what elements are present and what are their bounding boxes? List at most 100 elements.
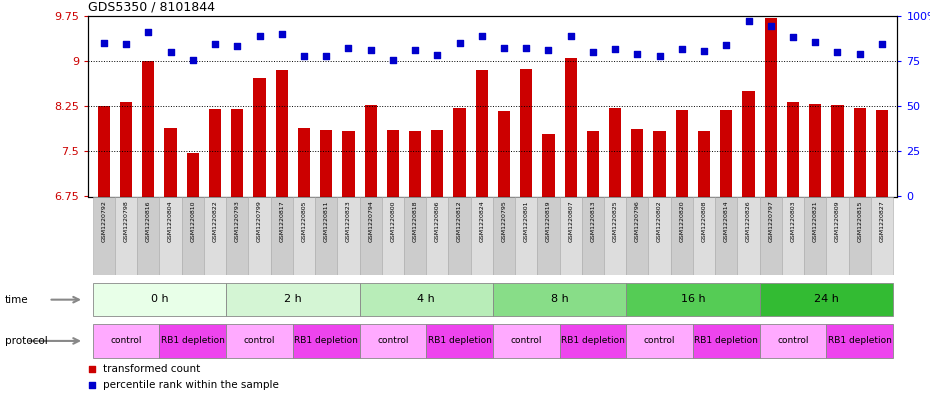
Bar [138,196,159,275]
Bar [320,130,332,196]
Point [252,33,267,39]
Point [297,53,312,59]
Bar [493,196,515,275]
Bar [760,196,782,275]
Bar [93,196,115,275]
Bar [342,131,354,196]
Text: control: control [644,336,675,345]
Bar [493,324,560,358]
Text: GSM1220822: GSM1220822 [213,200,218,242]
Bar [226,283,360,316]
Text: GSM1220803: GSM1220803 [790,200,795,242]
Point [830,50,844,56]
Bar [448,196,471,275]
Point [430,52,445,58]
Bar [498,111,511,196]
Bar [854,108,866,196]
Bar [565,58,577,196]
Text: GSM1220793: GSM1220793 [234,200,240,242]
Bar [338,196,360,275]
Point [808,39,823,45]
Bar [560,324,626,358]
Bar [698,131,711,196]
Bar [426,324,493,358]
Bar [787,102,799,196]
Bar [831,105,844,196]
Point [607,46,622,52]
Text: RB1 depletion: RB1 depletion [428,336,491,345]
Text: GSM1220796: GSM1220796 [635,200,640,242]
Bar [409,131,421,196]
Bar [365,105,377,196]
Bar [848,196,870,275]
Bar [360,324,426,358]
Bar [782,196,804,275]
Text: control: control [511,336,542,345]
Point [697,48,711,54]
Point [364,47,379,53]
Point [586,49,601,55]
Bar [426,196,448,275]
Text: control: control [244,336,275,345]
Point [741,18,756,24]
Bar [115,196,138,275]
Text: protocol: protocol [5,336,47,346]
Text: GSM1220813: GSM1220813 [591,200,595,242]
Text: GSM1220823: GSM1220823 [346,200,351,242]
Text: GSM1220825: GSM1220825 [613,200,618,242]
Text: GSM1220802: GSM1220802 [658,200,662,242]
Point [452,40,467,46]
Text: GSM1220812: GSM1220812 [457,200,462,242]
Point [541,47,556,53]
Bar [432,130,444,196]
Bar [187,153,199,196]
Text: GSM1220809: GSM1220809 [835,200,840,242]
Text: RB1 depletion: RB1 depletion [561,336,625,345]
Point [141,29,156,35]
Bar [159,324,226,358]
Bar [587,131,599,196]
Text: GSM1220792: GSM1220792 [101,200,106,242]
Bar [204,196,226,275]
Text: 16 h: 16 h [681,294,705,304]
Bar [381,196,404,275]
Text: 0 h: 0 h [151,294,168,304]
Point [385,57,400,63]
Text: GSM1220824: GSM1220824 [479,200,485,242]
Point [564,33,578,39]
Bar [676,110,688,196]
Point [630,51,644,57]
Bar [827,324,893,358]
Bar [582,196,604,275]
Text: GSM1220818: GSM1220818 [413,200,418,242]
Bar [360,283,493,316]
Text: GSM1220794: GSM1220794 [368,200,373,242]
Bar [226,196,248,275]
Bar [764,18,777,196]
Text: control: control [111,336,142,345]
Text: RB1 depletion: RB1 depletion [294,336,358,345]
Bar [475,70,488,196]
Bar [404,196,426,275]
Bar [315,196,338,275]
Bar [604,196,626,275]
Text: GSM1220819: GSM1220819 [546,200,551,242]
Point [874,41,889,47]
Bar [120,102,132,196]
Bar [654,131,666,196]
Text: GSM1220815: GSM1220815 [857,200,862,242]
Bar [648,196,671,275]
Text: GSM1220798: GSM1220798 [124,200,128,242]
Point [674,46,689,52]
Bar [271,196,293,275]
Text: GSM1220805: GSM1220805 [301,200,307,242]
Bar [809,104,821,196]
Point [719,42,734,48]
Text: time: time [5,295,28,305]
Text: GSM1220795: GSM1220795 [501,200,507,242]
Text: RB1 depletion: RB1 depletion [828,336,892,345]
Bar [253,78,266,196]
Text: transformed count: transformed count [103,364,200,375]
Text: GSM1220821: GSM1220821 [813,200,817,242]
Point [652,53,667,59]
